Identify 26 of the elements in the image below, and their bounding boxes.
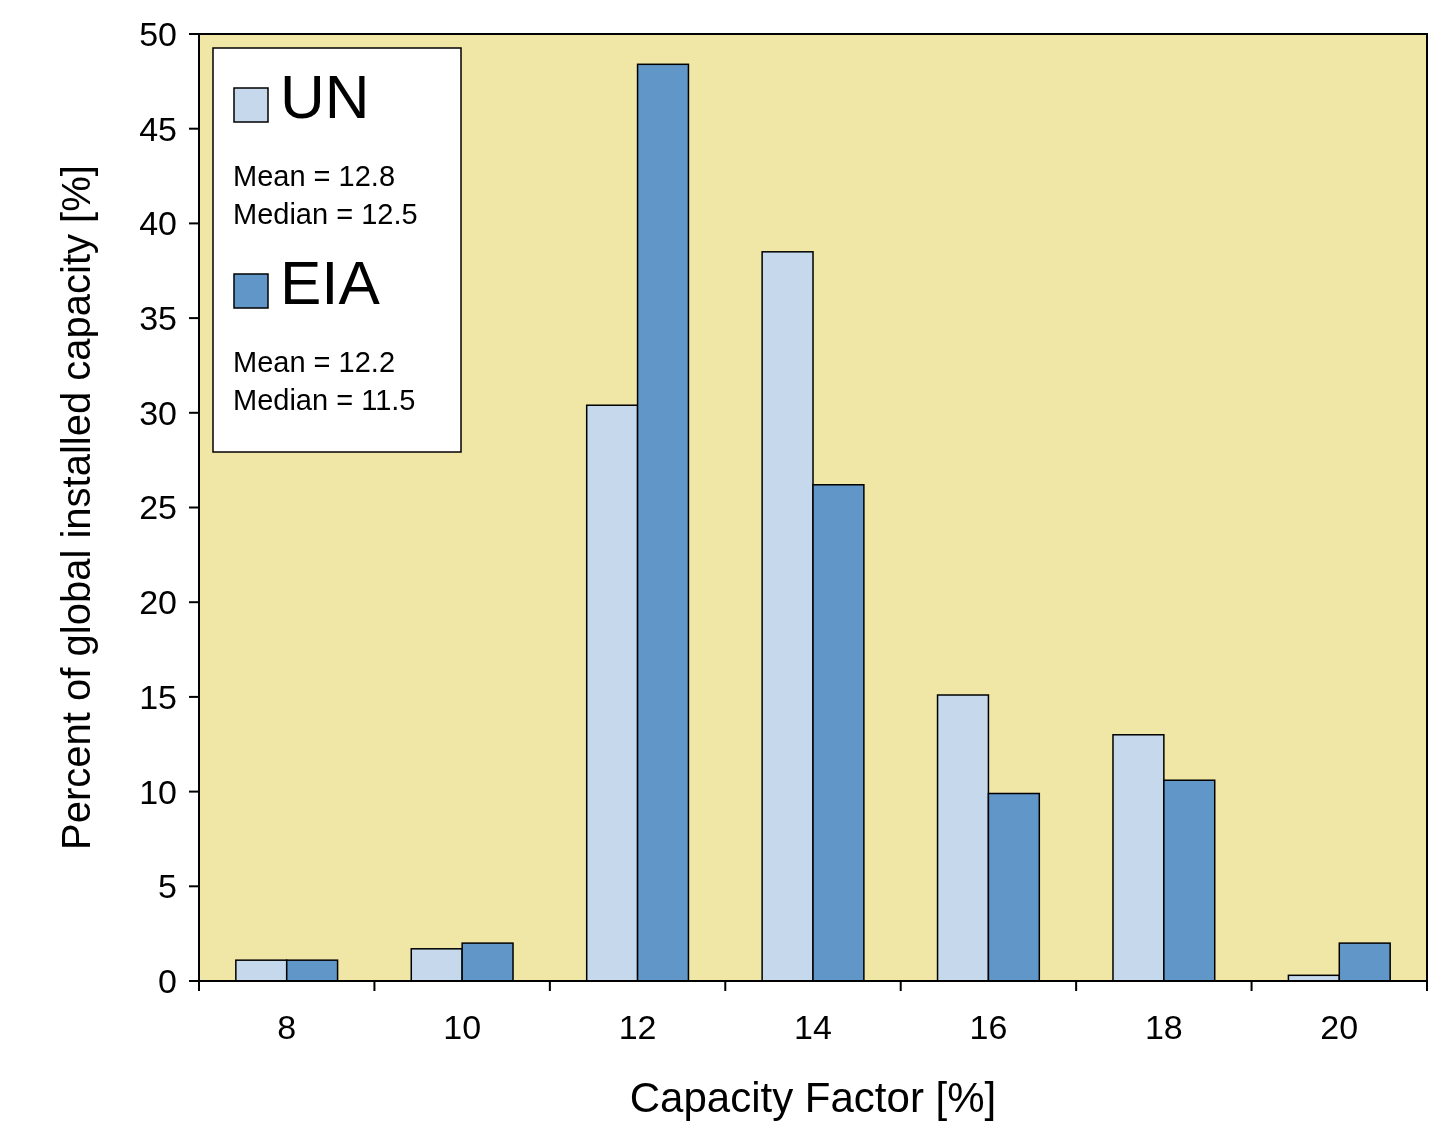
x-tick-label: 20 bbox=[1320, 1008, 1359, 1046]
y-axis-title: Percent of global installed capacity [%] bbox=[54, 165, 98, 850]
y-tick-label: 0 bbox=[158, 961, 177, 1000]
x-tick-label: 12 bbox=[618, 1008, 657, 1046]
legend-label: EIA bbox=[280, 248, 381, 317]
y-tick-label: 10 bbox=[139, 772, 177, 811]
annotation: Mean = 12.2 bbox=[233, 346, 396, 378]
y-tick-label: 30 bbox=[139, 393, 177, 432]
x-tick-label: 8 bbox=[277, 1008, 297, 1046]
legend-label: UN bbox=[280, 62, 370, 131]
x-tick-label: 16 bbox=[969, 1008, 1008, 1046]
annotation: Median = 12.5 bbox=[233, 198, 418, 230]
annotation: Mean = 12.8 bbox=[233, 160, 396, 192]
y-tick-label: 15 bbox=[139, 677, 177, 716]
y-tick-label: 45 bbox=[139, 109, 177, 148]
y-tick-label: 25 bbox=[139, 488, 177, 527]
y-tick-label: 20 bbox=[139, 583, 177, 622]
y-tick-label: 35 bbox=[139, 299, 177, 337]
x-tick-label: 10 bbox=[443, 1008, 482, 1046]
x-tick-label: 14 bbox=[794, 1008, 832, 1046]
annotation: Median = 11.5 bbox=[233, 384, 416, 416]
x-tick-label: 18 bbox=[1144, 1008, 1183, 1046]
y-tick-label: 50 bbox=[139, 14, 177, 53]
y-tick-label: 5 bbox=[158, 867, 177, 906]
x-axis-title: Capacity Factor [%] bbox=[629, 1074, 997, 1121]
y-tick-label: 40 bbox=[139, 204, 177, 243]
